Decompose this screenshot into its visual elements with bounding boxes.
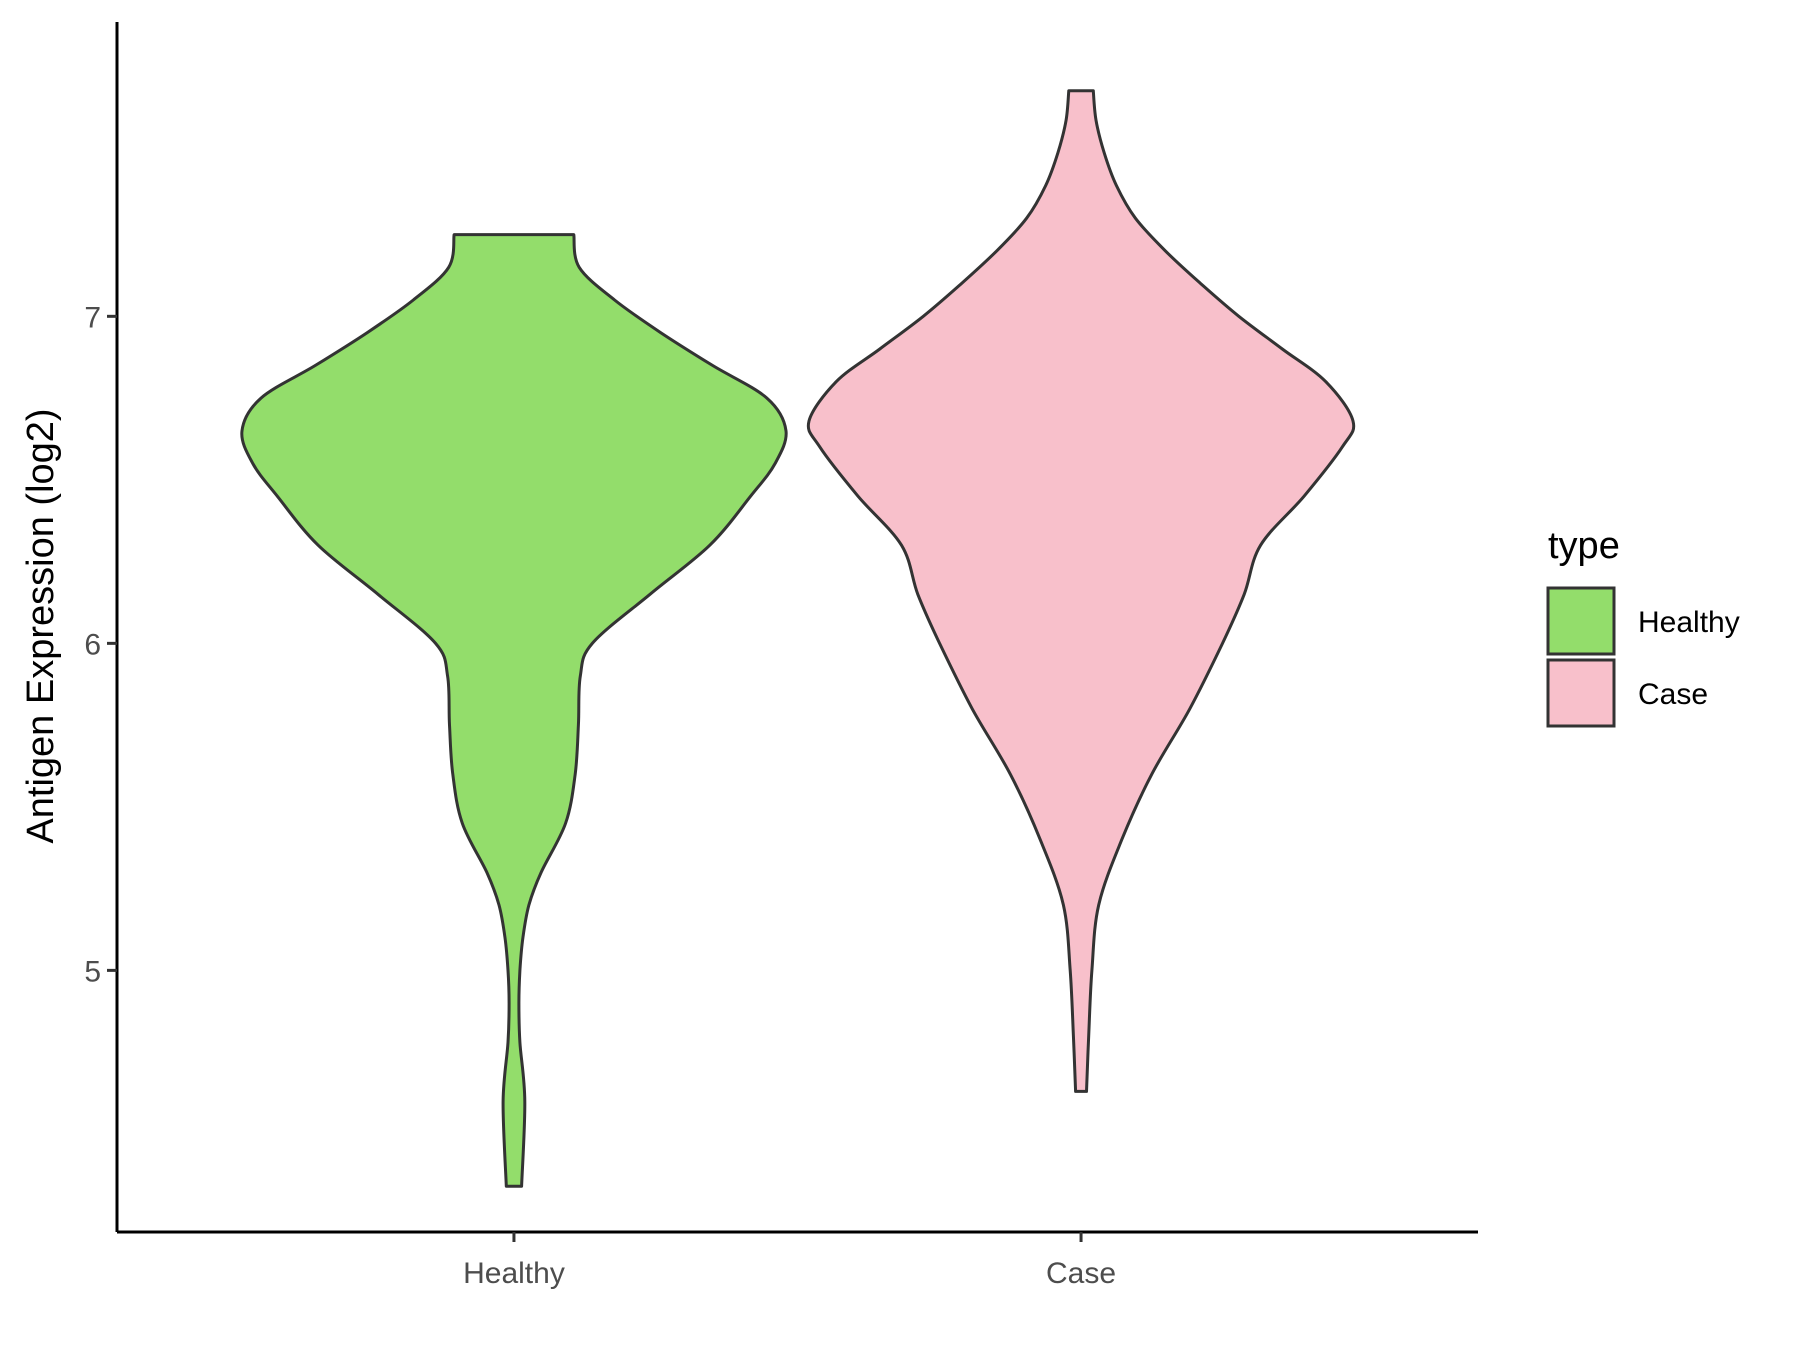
y-tick-label: 5 [84, 955, 101, 988]
x-tick-label: Healthy [463, 1257, 565, 1290]
x-tick-label: Case [1046, 1257, 1116, 1290]
legend-label-healthy: Healthy [1638, 606, 1740, 639]
y-tick-label: 6 [84, 628, 101, 661]
y-tick-label: 7 [84, 301, 101, 334]
violin-case [806, 89, 1356, 1093]
legend-swatch-case [1546, 658, 1616, 728]
legend: type Healthy Case [1546, 525, 1740, 728]
y-axis-ticks: 5 6 7 [84, 301, 117, 988]
legend-label-case: Case [1638, 678, 1708, 711]
violin-healthy [240, 233, 788, 1188]
y-axis-title: Antigen Expression (log2) [20, 408, 62, 843]
x-axis-ticks: Healthy Case [463, 1232, 1116, 1290]
legend-title: type [1548, 525, 1620, 567]
legend-swatch-healthy [1546, 586, 1616, 656]
violin-layer [240, 89, 1356, 1188]
